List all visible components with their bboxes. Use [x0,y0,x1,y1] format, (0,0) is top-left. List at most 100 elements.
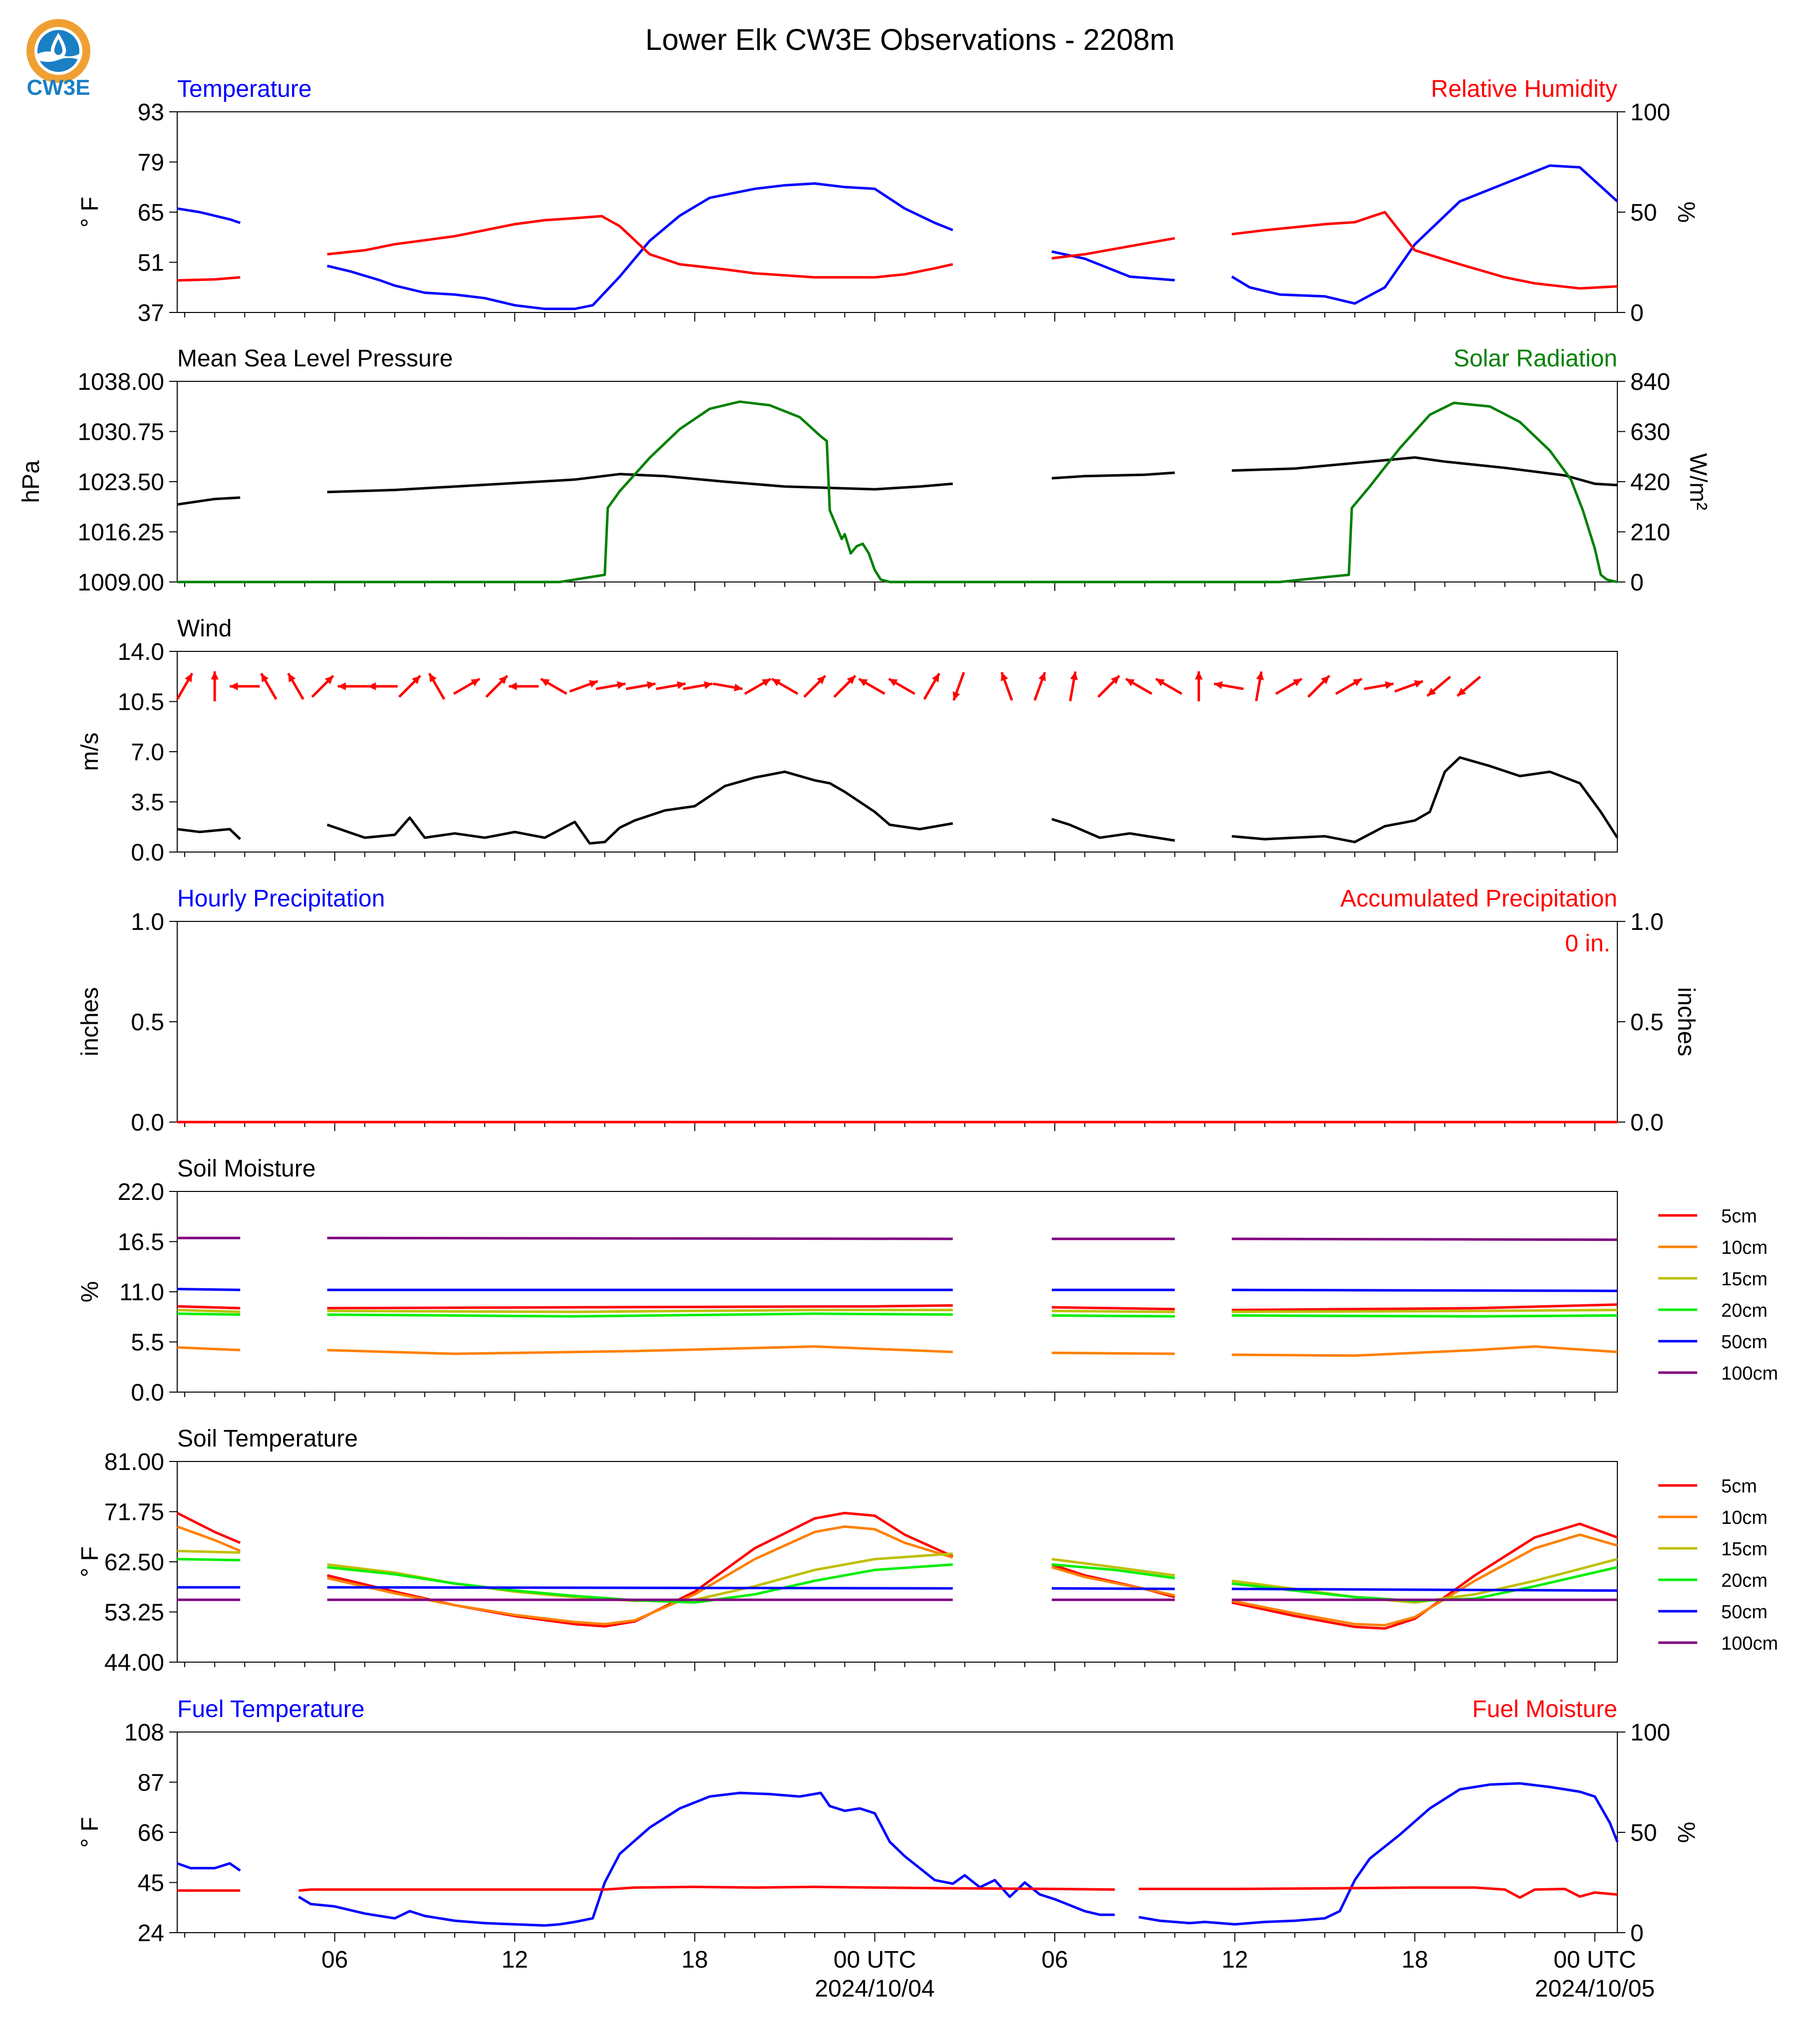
y-tick-label-left: 62.50 [104,1549,164,1576]
wind-arrow [1125,677,1153,695]
panel-title-right: Solar Radiation [1454,345,1617,372]
y-tick-label-right: 50 [1630,200,1657,226]
legend-label: 50cm [1721,1602,1768,1623]
panel-2: 1009.00 1016.25 1023.50 1030.75 1038.00 0 210 4… [18,345,1711,596]
y-tick-label-left: 5.5 [131,1330,164,1356]
series-line-10cm [177,1345,1618,1357]
legend-label: 20cm [1721,1570,1768,1591]
y-tick-label-right: 0 [1630,300,1644,326]
series-line-mean-sea-level-pressure [177,456,1618,506]
wind-arrow [485,675,509,698]
legend-item: 100cm [1658,1363,1778,1384]
y-tick-label-left: 1038.00 [77,369,164,395]
wind-arrow [712,682,743,692]
wind-arrow [655,681,686,690]
wind-arrow [596,681,626,690]
x-tick-label: 00 UTC [1553,1947,1636,1973]
x-tick-label: 00 UTC [834,1947,916,1973]
wind-arrow [744,677,772,695]
y-tick-label-left: 79 [138,150,164,176]
y-tick-label-left: 1016.25 [77,520,164,546]
wind-arrow [888,677,915,695]
panel-7: 24 45 66 87 108 0 50 100 ° F % Fuel Temperature Fue… [77,1696,1699,1947]
y-tick-label-left: 11.0 [119,1279,164,1306]
legend-item: 15cm [1658,1269,1768,1290]
wind-arrow [1000,671,1013,701]
wind-arrow [176,672,194,700]
legend-label: 20cm [1721,1300,1768,1321]
legend-label: 100cm [1721,1633,1778,1654]
panel-title: Soil Moisture [177,1156,315,1182]
y-tick-label-left: 0.0 [131,1110,164,1136]
legend-item: 5cm [1658,1476,1757,1497]
wind-arrow [398,675,421,698]
wind-arrow [311,675,334,698]
x-tick-label: 06 [1041,1947,1068,1973]
panel-6: 44.00 53.25 62.50 71.75 81.00 ° F Soil Tempera… [77,1426,1618,1676]
y-tick-label-right: 630 [1630,419,1670,446]
wind-arrow [1307,675,1330,698]
series-line-20cm [177,1312,1618,1318]
wind-arrow [1097,675,1121,698]
y-axis-label-right: W/m² [1685,453,1711,511]
wind-arrow [923,672,940,700]
y-tick-label-left: 66 [138,1820,164,1846]
wind-arrow [453,677,481,695]
wind-arrow [337,682,368,690]
y-tick-label-right: 0.0 [1630,1110,1664,1136]
wind-arrow [1275,677,1303,695]
y-tick-label-left: 93 [138,99,164,126]
x-date-label: 2024/10/05 [1535,1976,1655,2002]
legend-label: 15cm [1721,1539,1768,1560]
panel-title-right: Relative Humidity [1431,76,1617,102]
legend-item: 20cm [1658,1300,1768,1321]
logo-text: CW3E [26,75,90,100]
panel-4: 0.0 0.5 1.0 0.0 0.5 1.0 inches inches Hourly Pre… [77,885,1699,1136]
x-tick-label: 18 [1402,1947,1428,1973]
wind-arrow [287,672,304,700]
y-axis-label-left: m/s [77,732,103,771]
wind-arrow [260,672,278,700]
wind-arrow [771,677,799,695]
wind-arrow [1335,677,1363,695]
y-axis-label-left: % [77,1281,103,1303]
y-tick-label-left: 14.0 [118,639,164,665]
legend-label: 50cm [1721,1332,1768,1353]
y-axis-label-left: ° F [77,1546,103,1577]
y-tick-label-left: 7.0 [131,739,164,766]
panel-title-left: Hourly Precipitation [177,885,385,912]
y-tick-label-left: 71.75 [104,1499,164,1526]
y-tick-label-left: 16.5 [118,1229,164,1256]
x-tick-label: 18 [681,1947,708,1973]
series-line-15cm [177,1309,1618,1313]
series-line-solar-radiation [177,400,1618,583]
panels: 37 51 65 79 93 0 50 100 ° F % Temperature Relative … [18,76,1711,1947]
y-tick-label-left: 37 [138,300,164,326]
chart-title: Lower Elk CW3E Observations - 2208m [645,23,1175,56]
wind-arrow [1426,675,1451,697]
wind-arrow [1255,671,1264,701]
x-axis-labels: 06 12 18 00 UTC 2024/10/04 06 12 18 00 UTC 2024/1… [321,1947,1655,2002]
legend-label: 10cm [1721,1507,1768,1528]
y-tick-label-left: 81.00 [104,1449,164,1475]
wind-arrow [230,682,260,690]
wind-arrow [1033,671,1046,701]
legend-item: 10cm [1658,1237,1768,1258]
water-drop-sun-icon [26,19,90,83]
panel-title-left: Mean Sea Level Pressure [177,345,453,372]
legend-label: 15cm [1721,1269,1768,1290]
wind-arrow [952,671,965,701]
wind-arrow [1364,681,1394,690]
y-axis-label-right: % [1673,202,1699,223]
y-tick-label-right: 100 [1630,99,1670,126]
series-line-10cm [177,1525,1618,1627]
panel-title-right: Fuel Moisture [1472,1696,1617,1723]
series-line-5cm [177,1303,1618,1311]
panel-5: 0.0 5.5 11.0 16.5 22.0% Soil Moisture [77,1156,1618,1406]
x-date-label: 2024/10/04 [815,1976,934,2002]
y-tick-label-left: 1023.50 [77,469,164,496]
wind-arrow [211,671,219,701]
y-tick-label-left: 0.0 [131,840,164,866]
panel-title-right: Accumulated Precipitation [1340,885,1617,912]
